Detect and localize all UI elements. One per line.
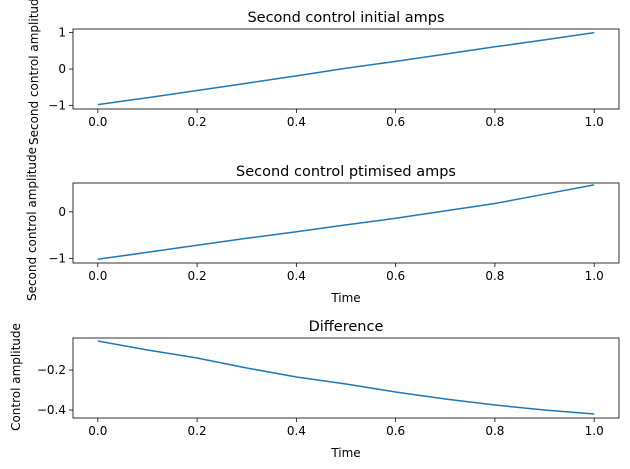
subplot-2-ylabel: Second control amplitude	[25, 147, 39, 301]
subplot-2-plot: 0.0 0.2 0.4 0.6 0.8 1.0 −1 0	[48, 182, 620, 283]
subplot-3-ylabel: Control amplitude	[9, 323, 23, 431]
subplot-1-xtick-label: 0.8	[485, 115, 504, 129]
subplot-1-plot: 0.0 0.2 0.4 0.6 0.8 1.0 −1 0 1	[48, 26, 620, 129]
subplot-3-title: Difference	[309, 319, 384, 335]
subplot-2-xlabel: Time	[330, 291, 360, 305]
subplot-2-ytick-label: −1	[48, 251, 66, 265]
subplot-2-series-line-1	[97, 184, 595, 261]
subplot-2-xtick-label: 0.0	[88, 269, 107, 283]
subplot-3-xtick-label: 0.2	[188, 424, 207, 438]
subplot-3-series-line-1	[97, 340, 595, 415]
subplot-2-xtick-label: 0.2	[188, 269, 207, 283]
subplot-1-xtick-label: 0.4	[287, 115, 306, 129]
subplot-3-ytick-label: −0.4	[37, 403, 66, 417]
subplot-1-xtick-label: 0.0	[88, 115, 107, 129]
subplot-3-xtick-label: 0.0	[88, 424, 107, 438]
subplot-1-ytick-label: 1	[58, 26, 66, 40]
subplot-3: Difference Control amplitude Time 0.0 0.2…	[9, 319, 620, 460]
subplot-3-plot: 0.0 0.2 0.4 0.6 0.8 1.0 −0.2 −0.4	[37, 337, 620, 438]
subplot-2-ytick-label: 0	[58, 205, 66, 219]
subplot-3-ytick-label: −0.2	[37, 363, 66, 377]
subplot-2-xtick-label: 0.4	[287, 269, 306, 283]
subplot-1-ytick-label: −1	[48, 98, 66, 112]
subplot-1-series-line-1	[97, 31, 595, 106]
subplot-3-xtick-label: 0.8	[485, 424, 504, 438]
subplot-3-xtick-label: 0.4	[287, 424, 306, 438]
subplot-1-ytick-label: 0	[58, 62, 66, 76]
subplot-1: Second control initial amps Second contr…	[27, 0, 620, 145]
subplot-3-xtick-label: 1.0	[585, 424, 604, 438]
subplot-2-title: Second control ptimised amps	[236, 164, 456, 180]
subplot-2: Second control ptimised amps Second cont…	[25, 147, 620, 305]
subplot-2-xtick-label: 0.8	[485, 269, 504, 283]
subplot-3-xlabel: Time	[330, 446, 360, 460]
subplot-2-xtick-label: 1.0	[585, 269, 604, 283]
subplot-1-title: Second control initial amps	[247, 10, 444, 26]
subplot-1-xtick-label: 0.2	[188, 115, 207, 129]
subplot-1-xtick-label: 1.0	[585, 115, 604, 129]
subplot-2-axes-frame	[72, 182, 620, 264]
subplot-2-xtick-label: 0.6	[386, 269, 405, 283]
subplot-3-axes-frame	[72, 337, 620, 419]
subplot-3-xtick-label: 0.6	[386, 424, 405, 438]
subplot-1-xtick-label: 0.6	[386, 115, 405, 129]
subplot-1-ylabel: Second control amplitude	[27, 0, 41, 145]
